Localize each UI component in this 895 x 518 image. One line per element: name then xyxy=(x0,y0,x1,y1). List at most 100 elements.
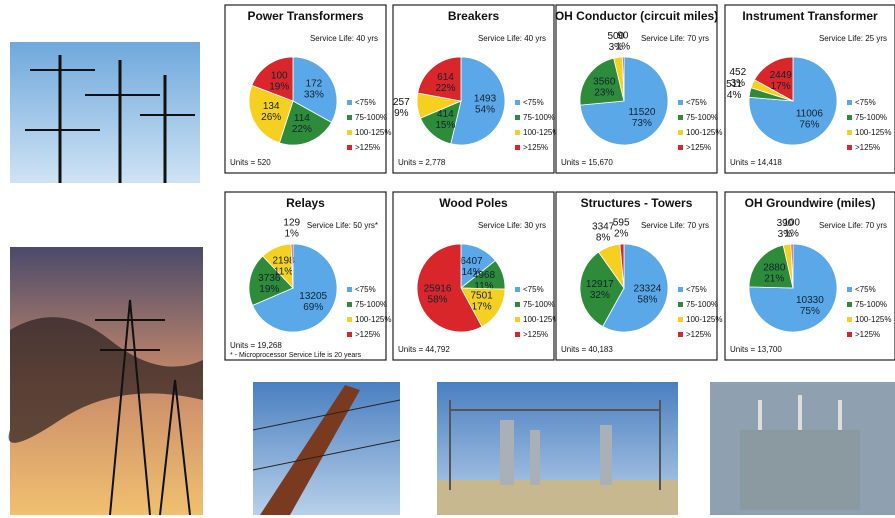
chart: OH Conductor (circuit miles) Service Life… xyxy=(555,4,722,174)
legend-swatch xyxy=(847,115,852,120)
legend-label: 75-100% xyxy=(355,113,387,122)
units: Units = 13,700 xyxy=(730,345,782,354)
data-label-percent: 9% xyxy=(394,108,409,119)
data-label: 4968 xyxy=(473,270,496,281)
service-life: Service Life: 30 yrs xyxy=(478,221,546,230)
data-label-percent: 19% xyxy=(269,82,289,93)
pie-slice xyxy=(248,84,294,144)
legend-swatch xyxy=(847,317,852,322)
legend-label: >125% xyxy=(855,330,880,339)
service-life: Service Life: 40 yrs xyxy=(310,34,378,43)
units: Units = 520 xyxy=(230,158,271,167)
data-label: 11520 xyxy=(628,107,656,118)
data-label-percent: 58% xyxy=(637,295,657,306)
photo-pole-closeup xyxy=(252,382,401,515)
service-life: Service Life: 70 yrs xyxy=(641,34,709,43)
legend-swatch xyxy=(678,100,683,105)
chart: Structures - Towers Service Life: 70 yrs U… xyxy=(555,191,722,361)
legend-swatch xyxy=(678,317,683,322)
legend-label: 75-100% xyxy=(523,300,555,309)
legend-swatch xyxy=(847,130,852,135)
data-label-percent: 23% xyxy=(594,88,614,99)
units: Units = 14,418 xyxy=(730,158,782,167)
legend-label: 100-125% xyxy=(686,128,722,137)
legend-swatch xyxy=(515,115,520,120)
legend-label: <75% xyxy=(523,285,544,294)
data-label-percent: 58% xyxy=(428,295,448,306)
data-label-percent: 15% xyxy=(435,120,455,131)
legend-swatch xyxy=(847,100,852,105)
data-label: 7501 xyxy=(470,290,493,301)
data-label: 129 xyxy=(283,218,300,229)
legend-label: >125% xyxy=(523,330,548,339)
data-label: 6407 xyxy=(460,256,483,267)
legend-swatch xyxy=(847,332,852,337)
data-label: 2449 xyxy=(770,70,793,81)
legend-label: 100-125% xyxy=(355,128,391,137)
units: Units = 15,670 xyxy=(561,158,613,167)
legend-swatch xyxy=(515,317,520,322)
legend-label: <75% xyxy=(355,98,376,107)
chart-title: OH Conductor (circuit miles) xyxy=(555,9,718,23)
data-label: 100 xyxy=(783,218,800,229)
legend-swatch xyxy=(515,130,520,135)
chart-title: Instrument Transformer xyxy=(742,9,878,23)
data-label: 23324 xyxy=(634,284,662,295)
data-label-percent: 76% xyxy=(799,119,819,130)
pie-slice xyxy=(416,243,483,333)
chart-title: Relays xyxy=(286,196,325,210)
legend-label: 75-100% xyxy=(355,300,387,309)
data-label: 172 xyxy=(306,78,323,89)
legend-swatch xyxy=(347,115,352,120)
data-label: 114 xyxy=(294,113,310,124)
legend-label: <75% xyxy=(855,285,876,294)
pie-slice xyxy=(579,251,625,328)
data-label: 595 xyxy=(613,218,630,229)
legend-swatch xyxy=(347,287,352,292)
photo-poles xyxy=(10,42,200,183)
data-label: 257 xyxy=(393,97,410,108)
legend-swatch xyxy=(347,145,352,150)
pie-slice xyxy=(748,244,794,289)
data-label-percent: 19% xyxy=(259,284,279,295)
data-label-percent: 73% xyxy=(632,118,652,129)
legend-swatch xyxy=(847,302,852,307)
legend-label: <75% xyxy=(355,285,376,294)
data-label-percent: 22% xyxy=(292,124,312,135)
pie-slice xyxy=(251,56,294,102)
data-label-percent: 1% xyxy=(616,42,631,53)
legend-label: <75% xyxy=(686,98,707,107)
chart-title: Breakers xyxy=(448,9,500,23)
data-label-percent: 21% xyxy=(764,273,784,284)
data-label-percent: 33% xyxy=(304,89,324,100)
chart: Breakers Service Life: 40 yrs Units = 2,77… xyxy=(392,4,559,174)
legend-swatch xyxy=(347,317,352,322)
data-label: 414 xyxy=(437,109,454,120)
data-label: 511 xyxy=(726,79,742,90)
legend-label: 100-125% xyxy=(686,315,722,324)
legend-label: 75-100% xyxy=(855,300,887,309)
data-label: 2198 xyxy=(272,255,295,266)
data-label: 500 xyxy=(608,31,625,42)
chart-title: Wood Poles xyxy=(439,196,508,210)
legend-swatch xyxy=(347,100,352,105)
footnote: * - Microprocessor Service Life is 20 ye… xyxy=(230,352,362,359)
legend-label: 100-125% xyxy=(855,128,891,137)
chart-title: Power Transformers xyxy=(247,9,363,23)
service-life: Service Life: 50 yrs* xyxy=(307,221,378,230)
legend-label: >125% xyxy=(686,143,711,152)
pie-slice xyxy=(417,56,462,102)
data-label: 13205 xyxy=(299,291,327,302)
data-label: 12917 xyxy=(586,279,614,290)
legend-label: <75% xyxy=(855,98,876,107)
data-label: 2880 xyxy=(763,262,786,273)
pie-slice xyxy=(621,56,625,102)
legend-swatch xyxy=(515,332,520,337)
legend-swatch xyxy=(678,145,683,150)
legend-swatch xyxy=(515,287,520,292)
data-label: 3736 xyxy=(258,273,281,284)
service-life: Service Life: 70 yrs xyxy=(819,221,887,230)
pie-slice xyxy=(278,100,332,146)
legend-label: 75-100% xyxy=(855,113,887,122)
